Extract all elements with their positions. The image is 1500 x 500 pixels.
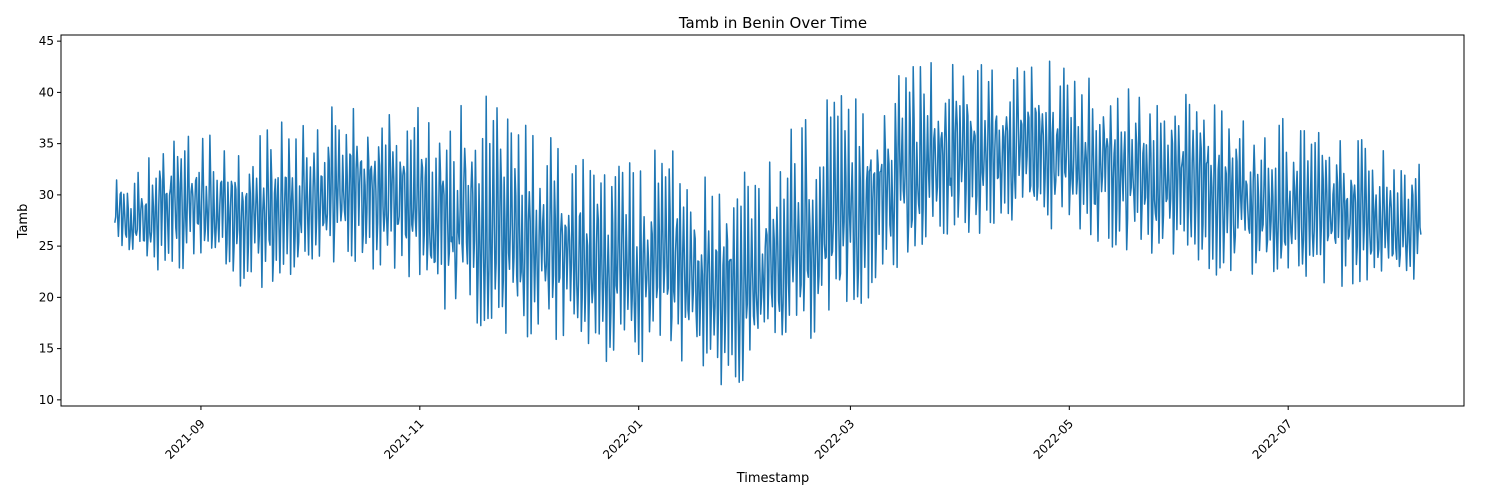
x-tick-label: 2021-09 [162, 417, 207, 462]
y-tick-label: 20 [39, 290, 54, 304]
tamb-series-line [114, 60, 1422, 386]
y-tick-label: 35 [39, 137, 54, 151]
x-tick-label: 2022-01 [600, 417, 645, 462]
x-axis-label: Timestamp [736, 471, 810, 486]
y-tick-label: 15 [39, 342, 54, 356]
x-tick-label: 2021-11 [381, 417, 426, 462]
y-tick-label: 25 [39, 239, 54, 253]
x-tick-label: 2022-05 [1031, 417, 1076, 462]
x-tick-label: 2022-07 [1250, 417, 1295, 462]
y-tick-label: 45 [39, 34, 54, 48]
plot-frame [60, 34, 1465, 407]
x-tick-label: 2022-03 [812, 417, 857, 462]
y-axis: 10 15 20 25 30 35 40 45 [39, 34, 61, 407]
y-axis-label: Tamb [16, 204, 31, 240]
tamb-series [114, 60, 1422, 386]
chart-title: Tamb in Benin Over Time [678, 14, 867, 32]
y-tick-label: 40 [39, 85, 54, 99]
x-axis: 2021-09 2021-11 2022-01 2022-03 2022-05 2022-… [162, 406, 1295, 462]
y-tick-label: 30 [39, 188, 54, 202]
y-tick-label: 10 [39, 393, 54, 407]
